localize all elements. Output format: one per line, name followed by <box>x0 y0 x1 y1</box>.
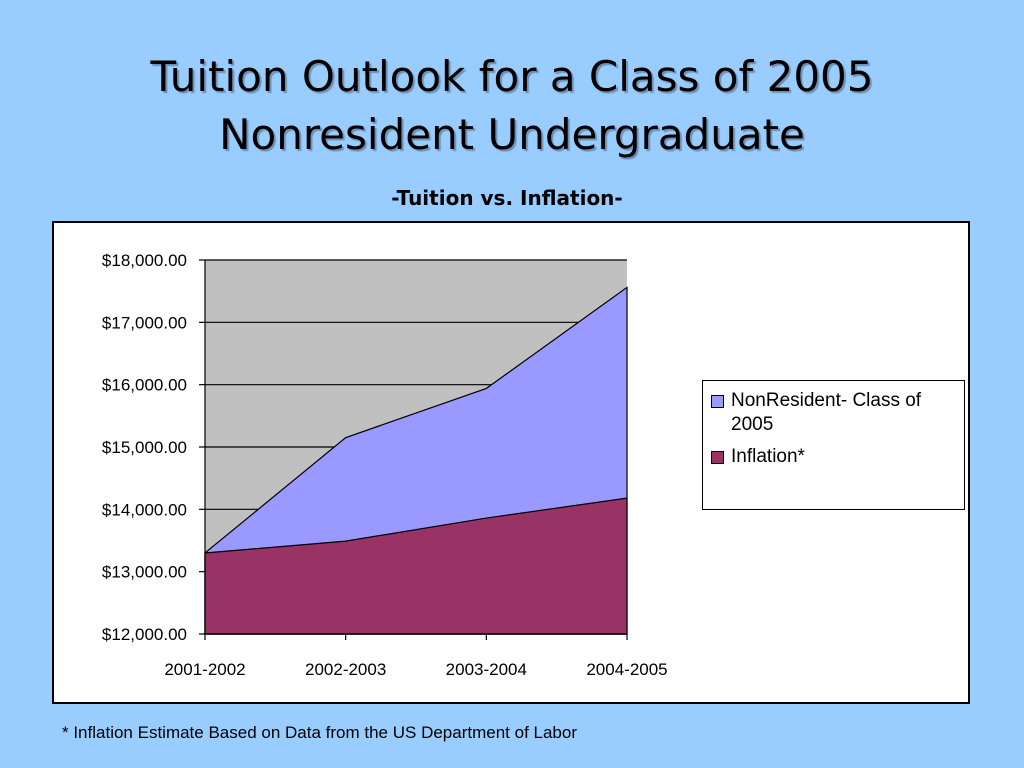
legend-swatch-inflation <box>711 451 724 464</box>
legend: NonResident- Class of 2005 Inflation* <box>702 380 965 510</box>
legend-swatch-nonresident <box>711 395 724 408</box>
x-axis-labels: 2001-2002 2002-2003 2003-2004 2004-2005 <box>164 660 667 679</box>
y-tick-label-3: $15,000.00 <box>102 438 187 457</box>
y-tick-label-2: $14,000.00 <box>102 500 187 519</box>
y-tick-label-6: $18,000.00 <box>102 251 187 270</box>
legend-label-inflation: Inflation* <box>731 446 805 467</box>
slide-title-line2: Nonresident Undergraduate <box>219 110 805 159</box>
x-tick-label-1: 2002-2003 <box>305 660 386 679</box>
legend-item-nonresident: NonResident- Class of 2005 <box>711 389 964 437</box>
slide-title-line1: Tuition Outlook for a Class of 2005 <box>150 52 874 101</box>
y-axis-labels: $12,000.00 $13,000.00 $14,000.00 $15,000.00… <box>102 251 187 644</box>
legend-item-inflation: Inflation* <box>711 445 964 469</box>
footnote: * Inflation Estimate Based on Data from … <box>62 723 577 742</box>
x-tick-label-2: 2003-2004 <box>446 660 527 679</box>
y-tick-label-0: $12,000.00 <box>102 625 187 644</box>
y-tick-label-1: $13,000.00 <box>102 563 187 582</box>
y-tick-label-4: $16,000.00 <box>102 376 187 395</box>
x-tick-label-3: 2004-2005 <box>586 660 667 679</box>
legend-label-nonresident-line2: 2005 <box>731 414 774 435</box>
chart-subtitle: -Tuition vs. Inflation- <box>391 186 623 210</box>
legend-label-nonresident-line1: NonResident- Class of <box>731 390 922 411</box>
axes <box>199 259 628 640</box>
x-tick-label-0: 2001-2002 <box>164 660 245 679</box>
y-tick-label-5: $17,000.00 <box>102 313 187 332</box>
slide-title: Tuition Outlook for a Class of 2005 Nonr… <box>0 48 1024 164</box>
